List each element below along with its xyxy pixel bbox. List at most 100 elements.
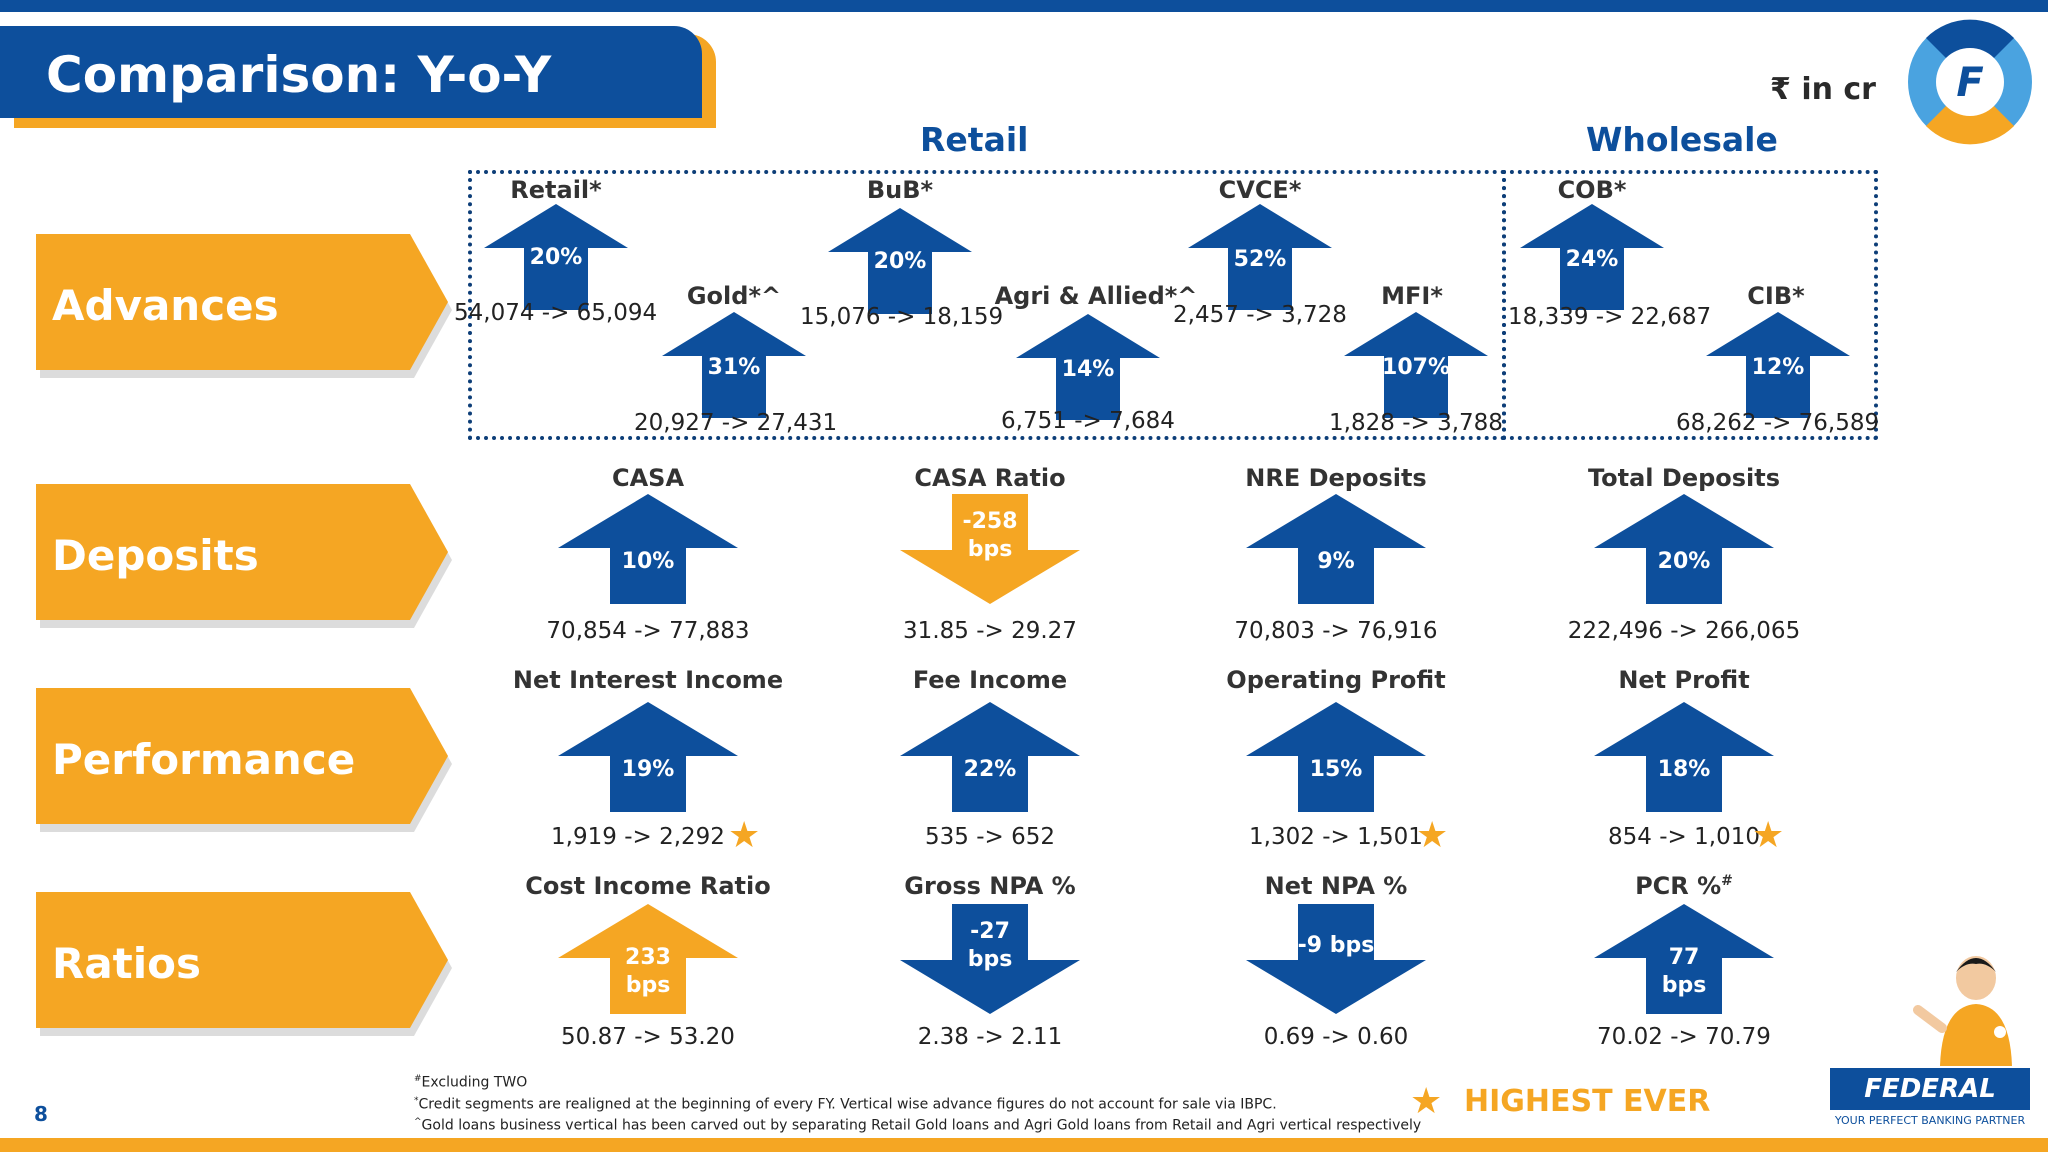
ratio-label-pcr-text: PCR %	[1635, 872, 1722, 900]
up-arrow-icon	[1188, 204, 1332, 310]
deposit-change-casa-ratio: -258 bps	[900, 508, 1080, 564]
deposit-values-nre: 70,803 -> 76,916	[1234, 618, 1438, 644]
ratios-tab	[36, 892, 452, 1036]
bottom-bar	[0, 1138, 2048, 1152]
footnote-1: #Excluding TWO	[414, 1070, 1421, 1092]
svg-text:F: F	[1956, 60, 1983, 106]
change-unit: bps	[1661, 973, 1707, 998]
ratio-change-gnpa: -27 bps	[900, 918, 1080, 974]
up-arrow-icon	[558, 904, 738, 1014]
down-arrow-icon	[900, 904, 1080, 1014]
ratio-change-nnpa: -9 bps	[1297, 933, 1375, 958]
deposit-label-casa-ratio: CASA Ratio	[914, 464, 1066, 492]
performance-values-np: 854 -> 1,010	[1608, 824, 1760, 850]
up-arrow-icon	[1246, 702, 1426, 812]
deposit-values-total: 222,496 -> 266,065	[1567, 618, 1801, 644]
up-arrow-icon	[1594, 702, 1774, 812]
ratio-label-pcr: PCR %#	[1544, 872, 1824, 900]
footnote-2: *Credit segments are realigned at the be…	[414, 1092, 1421, 1114]
brand-tagline: YOUR PERFECT BANKING PARTNER	[1834, 1114, 2026, 1127]
advance-change-gold: 31%	[707, 355, 761, 380]
advance-label-bub: BuB*	[866, 176, 934, 204]
footnote-2-text: Credit segments are realigned at the beg…	[418, 1096, 1277, 1113]
ratios-tab-label: Ratios	[52, 939, 202, 988]
performance-label-op: Operating Profit	[1226, 666, 1446, 694]
page-number: 8	[34, 1102, 48, 1126]
footnotes: #Excluding TWO *Credit segments are real…	[414, 1070, 1421, 1135]
ratio-change-pcr: 77 bps	[1594, 944, 1774, 1000]
advance-values-cib: 68,262 -> 76,589	[1676, 410, 1880, 436]
deposits-tab	[36, 484, 452, 628]
performance-change-fee: 22%	[963, 757, 1017, 782]
up-arrow-icon	[558, 702, 738, 812]
ratio-label-pcr-sup: #	[1721, 873, 1733, 889]
deposit-values-casa-ratio: 31.85 -> 29.27	[903, 618, 1077, 644]
deposit-label-total: Total Deposits	[1587, 464, 1781, 492]
top-bar	[0, 0, 2048, 12]
down-arrow-icon	[900, 494, 1080, 604]
advance-label-retail: Retail*	[510, 176, 602, 204]
performance-tab-label: Performance	[52, 735, 356, 784]
up-arrow-icon	[1246, 494, 1426, 604]
title-banner	[0, 26, 702, 118]
ratio-values-cir: 50.87 -> 53.20	[561, 1024, 735, 1050]
deposit-label-nre: NRE Deposits	[1245, 464, 1427, 492]
advances-tab	[36, 234, 452, 378]
performance-label-np: Net Profit	[1618, 666, 1750, 694]
advance-label-agri: Agri & Allied*^	[994, 282, 1198, 310]
retail-section-header: Retail	[920, 120, 1029, 159]
performance-label-nii: Net Interest Income	[512, 666, 784, 694]
advance-change-bub: 20%	[873, 249, 927, 274]
advance-values-mfi: 1,828 -> 3,788	[1329, 410, 1503, 436]
footnote-3-text: Gold loans business vertical has been ca…	[421, 1117, 1422, 1134]
footnote-3: ^Gold loans business vertical has been c…	[414, 1113, 1421, 1135]
up-arrow-icon	[900, 702, 1080, 812]
ratio-change-cir: 233 bps	[558, 944, 738, 1000]
up-arrow-icon	[484, 204, 628, 310]
highest-ever-star-icon: ★	[1416, 815, 1449, 856]
advance-change-cib: 12%	[1751, 355, 1805, 380]
ratio-label-gnpa: Gross NPA %	[904, 872, 1076, 900]
advance-label-mfi: MFI*	[1381, 282, 1443, 310]
footnote-1-text: Excluding TWO	[421, 1074, 528, 1091]
up-arrow-icon	[828, 208, 972, 314]
advance-values-retail: 54,074 -> 65,094	[454, 300, 658, 326]
footnote-3-mark: ^	[414, 1117, 422, 1128]
performance-change-op: 15%	[1309, 757, 1363, 782]
advance-change-cob: 24%	[1565, 247, 1619, 272]
page-title: Comparison: Y-o-Y	[46, 46, 552, 104]
performance-values-fee: 535 -> 652	[925, 824, 1055, 850]
performance-change-np: 18%	[1657, 757, 1711, 782]
ratio-values-nnpa: 0.69 -> 0.60	[1263, 1024, 1409, 1050]
mascot-illustration-icon	[1913, 956, 2012, 1066]
advance-values-cvce: 2,457 -> 3,728	[1173, 302, 1347, 328]
change-unit: bps	[967, 537, 1013, 562]
wholesale-section-header: Wholesale	[1586, 120, 1778, 159]
up-arrow-icon	[1594, 904, 1774, 1014]
bank-logo-icon: F	[1908, 19, 2032, 145]
advance-values-bub: 15,076 -> 18,159	[800, 304, 1004, 330]
up-arrow-icon	[662, 312, 806, 418]
deposit-values-casa: 70,854 -> 77,883	[546, 618, 750, 644]
legend-star-icon: ★	[1410, 1081, 1443, 1122]
advances-tab-label: Advances	[52, 281, 279, 330]
ratio-label-cir: Cost Income Ratio	[525, 872, 771, 900]
advance-change-agri: 14%	[1061, 357, 1115, 382]
up-arrow-icon	[1594, 494, 1774, 604]
advance-label-cib: CIB*	[1747, 282, 1805, 310]
advance-values-gold: 20,927 -> 27,431	[634, 410, 838, 436]
wholesale-advances-frame	[1502, 170, 1878, 440]
ratio-label-nnpa: Net NPA %	[1264, 872, 1408, 900]
advance-values-agri: 6,751 -> 7,684	[1001, 408, 1175, 434]
unit-label: ₹ in cr	[1770, 72, 1876, 107]
up-arrow-icon	[1706, 312, 1850, 418]
deposit-change-total: 20%	[1657, 549, 1711, 574]
footnote-2-mark: *	[414, 1095, 419, 1106]
deposit-label-casa: CASA	[611, 464, 685, 492]
performance-tab	[36, 688, 452, 832]
change-value: -27	[970, 919, 1010, 944]
advance-change-cvce: 52%	[1233, 247, 1287, 272]
ratio-values-pcr: 70.02 -> 70.79	[1597, 1024, 1771, 1050]
performance-values-op: 1,302 -> 1,501	[1249, 824, 1423, 850]
performance-change-nii: 19%	[621, 757, 675, 782]
